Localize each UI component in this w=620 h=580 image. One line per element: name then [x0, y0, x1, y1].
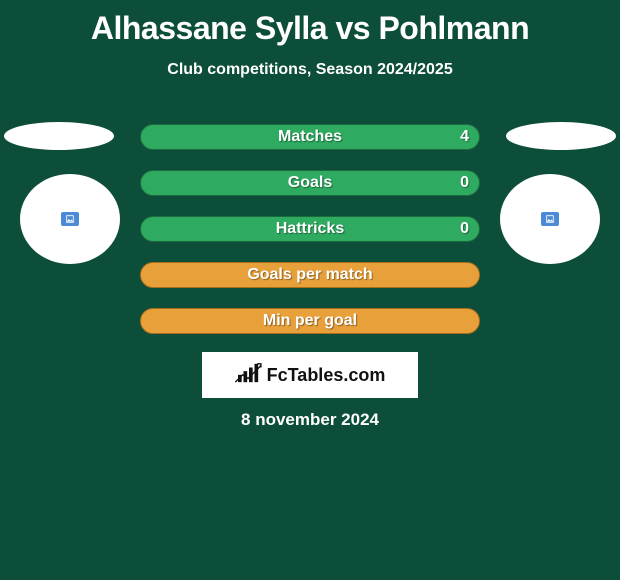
image-icon: [61, 212, 79, 226]
stat-value: 4: [460, 128, 469, 146]
footer-date: 8 november 2024: [0, 410, 620, 430]
stat-label: Matches: [278, 128, 342, 146]
branding-box[interactable]: FcTables.com: [202, 352, 418, 398]
stat-label: Hattricks: [276, 220, 344, 238]
stat-label: Min per goal: [263, 312, 357, 330]
stat-row-goals: Goals 0: [140, 170, 480, 196]
stat-row-goals-per-match: Goals per match: [140, 262, 480, 288]
left-player-avatar: [20, 174, 120, 264]
stat-row-hattricks: Hattricks 0: [140, 216, 480, 242]
right-player-ellipse: [506, 122, 616, 150]
image-icon: [541, 212, 559, 226]
stat-label: Goals per match: [247, 266, 372, 284]
stat-row-min-per-goal: Min per goal: [140, 308, 480, 334]
stat-label: Goals: [288, 174, 332, 192]
page-subtitle: Club competitions, Season 2024/2025: [0, 61, 620, 79]
page-title: Alhassane Sylla vs Pohlmann: [0, 0, 620, 47]
right-player-avatar: [500, 174, 600, 264]
stat-value: 0: [460, 174, 469, 192]
left-player-ellipse: [4, 122, 114, 150]
chart-bar-icon: [235, 362, 263, 389]
stats-container: Matches 4 Goals 0 Hattricks 0 Goals per …: [140, 124, 480, 354]
stat-value: 0: [460, 220, 469, 238]
branding-text: FcTables.com: [267, 365, 386, 386]
stat-row-matches: Matches 4: [140, 124, 480, 150]
